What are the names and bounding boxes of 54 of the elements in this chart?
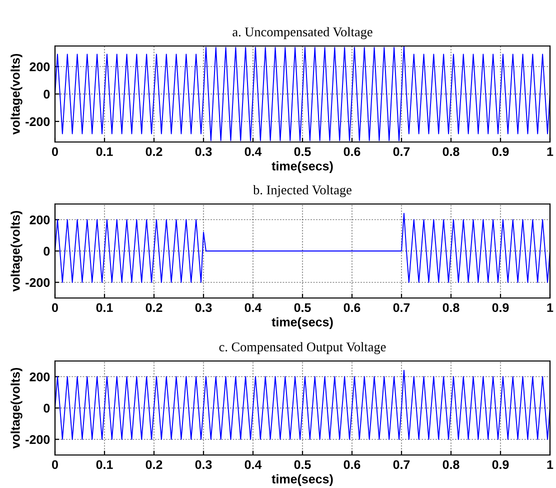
x-tick-label: 1 bbox=[547, 303, 554, 312]
x-tick-label: 0.7 bbox=[393, 147, 410, 156]
x-tick-label: 0.1 bbox=[96, 303, 113, 312]
x-tick-label: 0 bbox=[52, 147, 58, 156]
x-axis-title: time(secs) bbox=[272, 317, 333, 329]
x-tick-label: 0 bbox=[52, 303, 58, 312]
x-axis-title: time(secs) bbox=[272, 161, 333, 173]
y-tick-label: -200 bbox=[26, 435, 50, 444]
x-tick-label: 0.8 bbox=[442, 147, 460, 156]
x-tick-label: 0.7 bbox=[393, 460, 410, 470]
y-tick-label: -200 bbox=[26, 117, 50, 126]
x-tick-label: 0.2 bbox=[146, 147, 162, 156]
x-tick-label: 0.8 bbox=[442, 303, 460, 312]
x-tick-label: 0.7 bbox=[393, 303, 410, 312]
y-tick-label: 200 bbox=[30, 62, 50, 72]
y-tick-label: 0 bbox=[44, 90, 50, 99]
y-axis-title: voltage(volts) bbox=[10, 54, 22, 135]
x-tick-label: 0.6 bbox=[344, 460, 360, 470]
x-tick-label: 0.2 bbox=[146, 460, 162, 470]
x-tick-label: 0.4 bbox=[244, 147, 262, 156]
x-tick-label: 0.4 bbox=[244, 460, 262, 470]
y-tick-label: -200 bbox=[26, 278, 50, 287]
y-axis-title: voltage(volts) bbox=[10, 368, 22, 449]
x-tick-label: 0.1 bbox=[96, 147, 113, 156]
x-tick-label: 0.3 bbox=[195, 460, 212, 470]
line-series bbox=[55, 46, 550, 142]
y-tick-label: 200 bbox=[30, 372, 50, 382]
x-tick-label: 1 bbox=[547, 147, 554, 156]
x-tick-label: 0.5 bbox=[294, 303, 311, 312]
x-tick-label: 0.4 bbox=[244, 303, 262, 312]
x-axis-title: time(secs) bbox=[272, 474, 333, 486]
line-series bbox=[55, 370, 550, 440]
chart-title: c. Compensated Output Voltage bbox=[219, 342, 386, 354]
x-tick-label: 0.2 bbox=[146, 303, 162, 312]
x-tick-label: 0.8 bbox=[442, 460, 460, 470]
x-tick-label: 0.9 bbox=[492, 147, 509, 156]
y-tick-label: 0 bbox=[44, 246, 50, 256]
y-tick-label: 0 bbox=[44, 404, 50, 413]
x-tick-label: 0.9 bbox=[492, 303, 509, 312]
y-tick-label: 200 bbox=[30, 215, 50, 224]
x-tick-label: 0.3 bbox=[195, 147, 212, 156]
x-tick-label: 0 bbox=[52, 460, 58, 470]
chart-title: b. Injected Voltage bbox=[253, 185, 352, 198]
y-axis-title: voltage(volts) bbox=[10, 210, 22, 292]
x-tick-label: 0.5 bbox=[294, 147, 311, 156]
x-tick-label: 0.1 bbox=[96, 460, 113, 470]
x-tick-label: 0.5 bbox=[294, 460, 311, 470]
x-tick-label: 0.3 bbox=[195, 303, 212, 312]
line-series bbox=[55, 212, 550, 283]
x-tick-label: 0.9 bbox=[492, 460, 509, 470]
chart-title: a. Uncompensated Voltage bbox=[232, 27, 372, 40]
x-tick-label: 0.6 bbox=[344, 303, 360, 312]
x-tick-label: 1 bbox=[547, 460, 554, 469]
x-tick-label: 0.6 bbox=[344, 147, 360, 156]
